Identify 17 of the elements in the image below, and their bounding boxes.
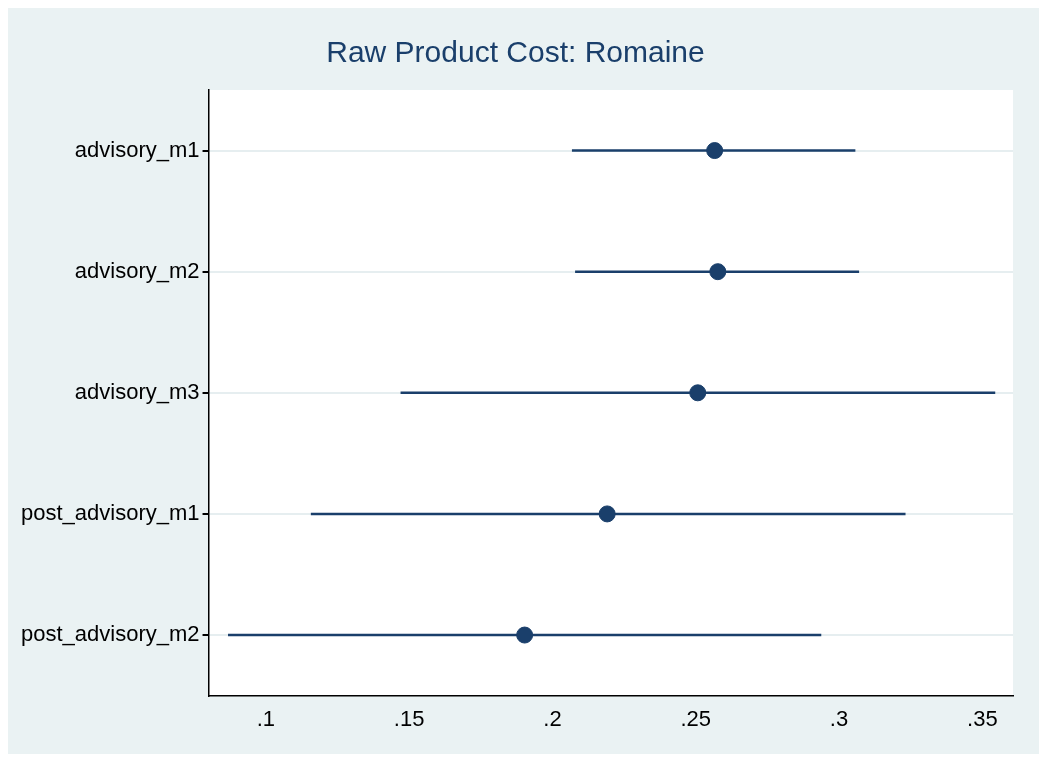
y-tick-label: advisory_m1 (74, 136, 200, 162)
x-tick-label: .3 (829, 705, 849, 731)
y-tick-label: post_advisory_m2 (20, 621, 200, 647)
point (706, 142, 724, 160)
x-tick-label: .1 (256, 705, 276, 731)
point (709, 263, 727, 281)
point (689, 384, 707, 402)
x-tick-label: .35 (967, 705, 998, 731)
y-tick-label: advisory_m2 (74, 257, 200, 283)
y-tick-label: advisory_m3 (74, 378, 200, 404)
point (516, 626, 534, 644)
x-tick-label: .25 (680, 705, 712, 731)
x-tick-label: .15 (393, 705, 425, 731)
point (598, 505, 616, 523)
chart-title: Raw Product Cost: Romaine (326, 35, 705, 69)
x-tick-label: .2 (543, 705, 562, 731)
y-tick-label: post_advisory_m1 (20, 499, 200, 525)
